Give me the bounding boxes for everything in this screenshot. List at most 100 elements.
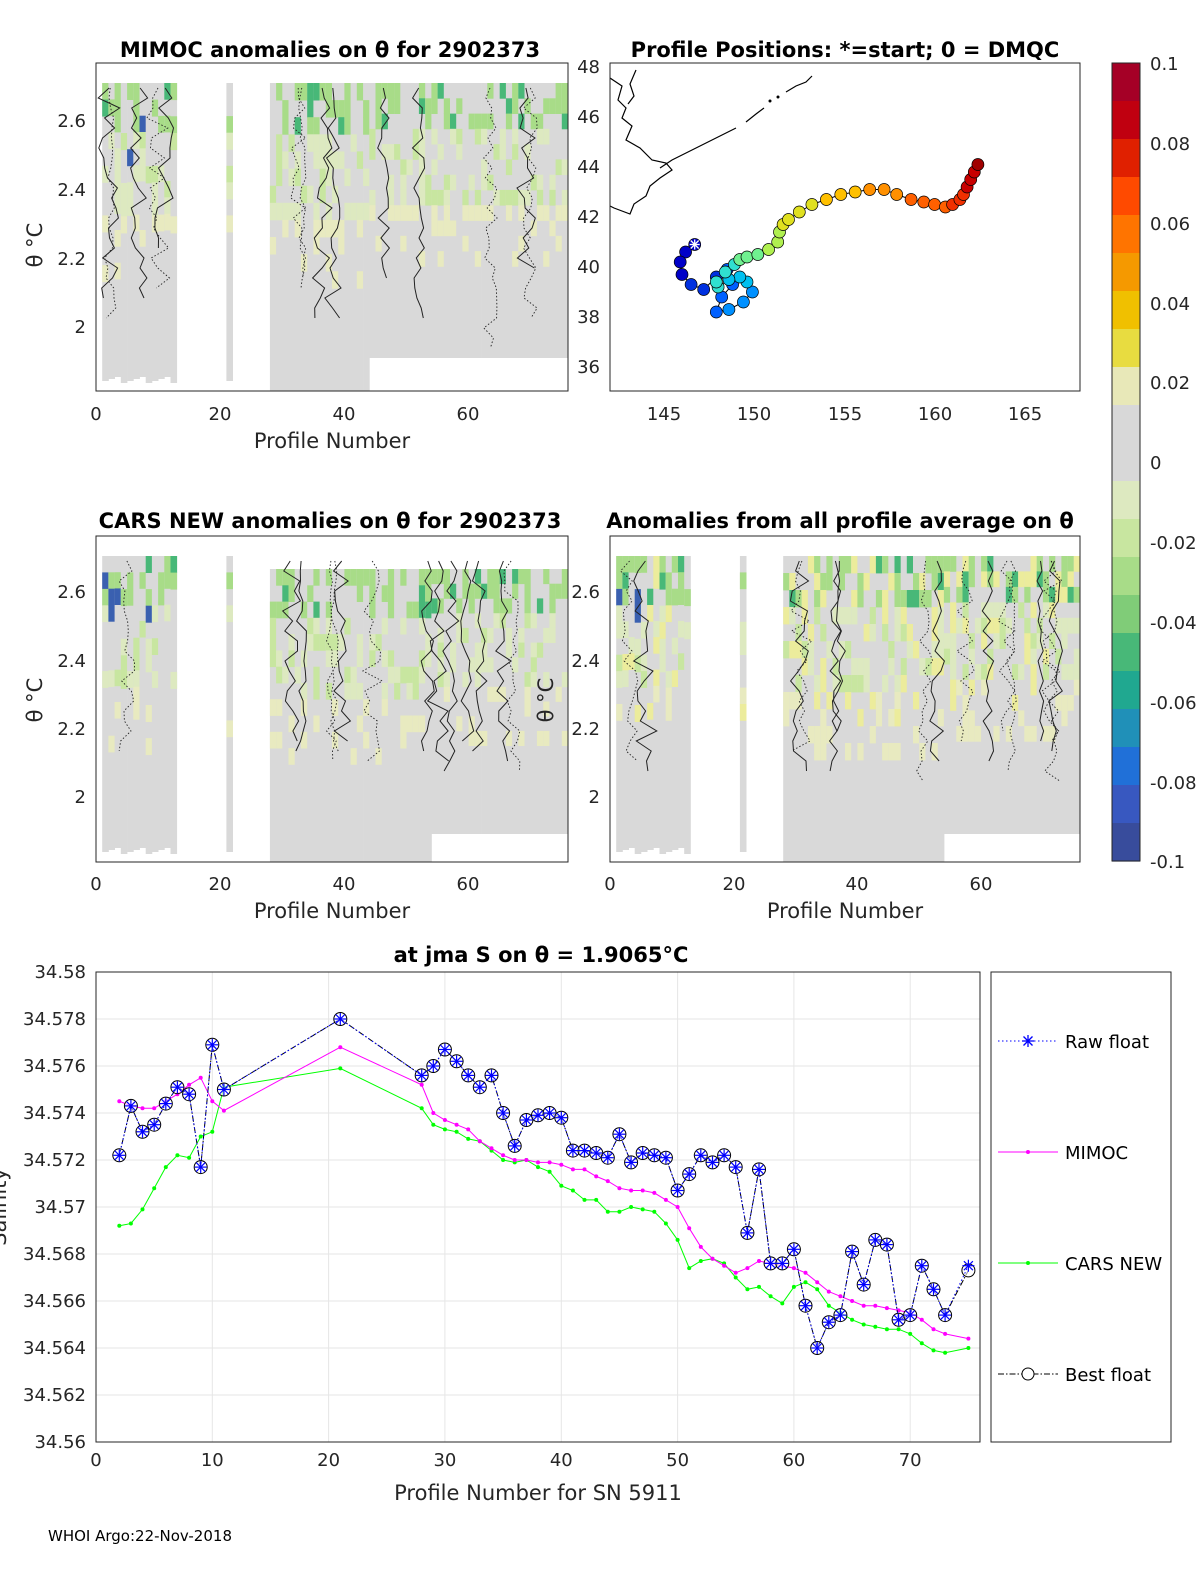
heatmap-cell: [1005, 571, 1013, 588]
heatmap-cell: [1073, 679, 1080, 696]
heatmap-cell: [431, 205, 438, 221]
heatmap-contour: [1040, 560, 1063, 742]
heatmap-cell: [394, 83, 401, 99]
heatmap-cell: [968, 648, 976, 665]
heatmap-cell: [925, 556, 932, 574]
data-point: [427, 1060, 440, 1072]
heatmap-cell: [999, 617, 1007, 634]
heatmap-column: [288, 83, 296, 391]
heatmap-contour: [831, 560, 846, 732]
data-point: [636, 1147, 649, 1159]
data-point: [733, 1270, 738, 1275]
heatmap-cell: [307, 83, 314, 101]
heatmap-column: [481, 569, 488, 834]
heatmap-cell: [838, 607, 846, 625]
heatmap-cell: [418, 83, 426, 99]
track-point: [917, 195, 931, 209]
heatmap-cell: [363, 100, 370, 118]
panel1-y-ticks: 2.6 2.4 2.2 2: [57, 111, 86, 338]
heatmap-cell: [851, 675, 858, 693]
heatmap-cell: [1067, 617, 1075, 634]
heatmap-cell: [493, 569, 501, 585]
heatmap-cell: [363, 168, 370, 187]
heatmap-cell: [332, 219, 339, 238]
heatmap-cell: [653, 669, 660, 687]
data-point: [671, 1184, 684, 1197]
heatmap-cell: [962, 602, 970, 619]
heatmap-cell: [543, 569, 550, 585]
heatmap-cell: [1030, 556, 1038, 572]
heatmap-cell: [120, 216, 128, 234]
heatmap-column: [425, 569, 432, 862]
heatmap-cell: [313, 601, 320, 619]
heatmap-cell: [276, 650, 283, 668]
heatmap-cell: [512, 83, 519, 99]
heatmap-contour: [522, 87, 538, 319]
heatmap-cell: [801, 658, 809, 676]
heatmap-cell: [894, 709, 902, 727]
heatmap-column: [325, 569, 333, 862]
heatmap-cell: [307, 585, 314, 602]
heatmap-cell: [518, 205, 525, 221]
panel2-x-ticks: 145 150 155 160 165: [647, 404, 1042, 425]
heatmap-cell: [313, 202, 320, 221]
heatmap-contour: [471, 560, 488, 752]
heatmap-cell: [845, 675, 852, 693]
data-point: [536, 1160, 540, 1165]
heatmap-cell: [622, 556, 629, 573]
heatmap-cell: [536, 205, 544, 221]
heatmap-cell: [493, 598, 501, 614]
panel4-ytick: 2.2: [571, 719, 600, 740]
heatmap-cell: [387, 569, 395, 586]
heatmap-cell: [139, 620, 147, 638]
heatmap-cell: [1036, 556, 1044, 572]
chart-ytick: 34.568: [23, 1244, 86, 1265]
heatmap-cell: [524, 189, 532, 206]
heatmap-cell: [968, 556, 976, 572]
heatmap-cell: [114, 181, 122, 198]
heatmap-cell: [474, 113, 482, 130]
data-point: [524, 1158, 529, 1162]
heatmap-contour: [1005, 560, 1017, 772]
heatmap-cell: [437, 251, 445, 267]
heatmap-cell: [925, 658, 932, 676]
legend-marker-cars: [1026, 1261, 1030, 1265]
heatmap-column: [456, 569, 463, 834]
colorbar-tick: 0: [1150, 453, 1161, 474]
data-point: [508, 1139, 521, 1152]
heatmap-cell: [332, 100, 339, 118]
heatmap-cell: [1061, 695, 1068, 711]
heatmap-cell: [783, 692, 790, 710]
heatmap-cell: [1042, 571, 1050, 588]
data-point: [857, 1278, 870, 1291]
heatmap-column: [170, 556, 178, 854]
heatmap-cell: [120, 638, 128, 656]
heatmap-cell: [505, 730, 513, 746]
heatmap-cell: [114, 164, 122, 182]
heatmap-cell: [406, 205, 414, 221]
heatmap-cell: [325, 151, 333, 169]
heatmap-cell: [1024, 648, 1031, 665]
heatmap-contour: [426, 560, 450, 762]
heatmap-cell: [512, 189, 519, 206]
colorbar-segment: [1112, 253, 1140, 292]
chart-xtick: 20: [317, 1450, 340, 1471]
heatmap-cell: [981, 679, 988, 696]
heatmap-cell: [1067, 556, 1075, 572]
chart-xtick: 10: [201, 1450, 224, 1471]
heatmap-cell: [789, 607, 796, 625]
heatmap-cell: [481, 128, 488, 145]
heatmap-cell: [956, 725, 963, 742]
heatmap-cell: [888, 641, 895, 659]
chart-ytick: 34.564: [23, 1338, 86, 1359]
colorbar-tick: 0.02: [1150, 373, 1190, 394]
heatmap-cell: [300, 601, 308, 619]
heatmap-cell: [739, 621, 747, 639]
heatmap-cell: [968, 710, 976, 727]
heatmap-cell: [102, 265, 109, 283]
heatmap-cell: [276, 601, 283, 619]
data-point: [640, 1188, 645, 1193]
heatmap-cell: [622, 572, 629, 589]
heatmap-cell: [462, 569, 469, 585]
heatmap-cell: [931, 658, 939, 676]
